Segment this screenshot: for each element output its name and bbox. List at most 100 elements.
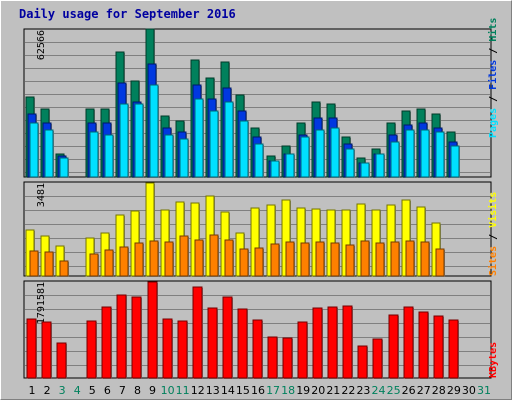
pages-bar [450,145,460,178]
x-tick-label: 8 [134,384,141,397]
pages-bar-fill [239,120,249,178]
pages-bar [285,153,295,178]
pages-bar-fill [300,136,310,178]
pages-bar [405,129,415,178]
sites-bar [149,240,159,277]
pages-bar [360,162,370,178]
sites-bar [375,242,385,277]
kbytes-bar-fill [177,320,188,379]
pages-bar [330,127,340,178]
pages-bar [390,141,400,178]
sites-bar [270,243,280,277]
kbytes-bar [192,286,203,379]
sites-bar [254,247,264,277]
kbytes-bar [418,311,429,379]
sites-bar-fill [89,253,99,277]
sites-bar [89,253,99,277]
x-tick-label: 30 [462,384,476,397]
kbytes-bar-fill [222,296,233,379]
kbytes-bar [26,318,37,379]
kbytes-bar-fill [418,311,429,379]
x-tick-label: 10 [161,384,175,397]
x-tick-label: 7 [119,384,126,397]
pages-bar-fill [285,153,295,178]
x-tick-label: 29 [447,384,461,397]
sites-bar-fill [254,247,264,277]
pages-bar-fill [119,103,129,178]
sites-bar [330,242,340,277]
kbytes-bar-fill [448,319,459,379]
x-tick-label: 4 [74,384,81,397]
pages-bar [134,103,144,178]
kbytes-bar [162,318,173,379]
kbytes-bar [433,315,444,379]
sites-bar [164,241,174,277]
pages-bar [300,136,310,178]
kbytes-bar [282,337,293,379]
x-tick-label: 18 [281,384,295,397]
pages-bar [119,103,129,178]
kbytes-bar-fill [267,336,278,379]
sites-bar-fill [209,234,219,277]
legend-separator: / [488,42,499,60]
kbytes-bar [237,308,248,379]
kbytes-bar-fill [192,286,203,379]
pages-bar [254,143,264,178]
kbytes-bar-fill [56,342,67,379]
pages-bar-fill [375,153,385,178]
pages-bar-fill [345,148,355,178]
sites-bar-fill [375,242,385,277]
pages-bar-fill [405,129,415,178]
sites-bar-fill [300,242,310,277]
x-tick-label: 24 [372,384,386,397]
kbytes-bar [448,319,459,379]
kbytes-bar [388,314,399,379]
pages-bar [179,138,189,178]
sites-bar-fill [134,242,144,277]
sites-bar-fill [194,239,204,277]
sites-bar-fill [149,240,159,277]
x-tick-label: 26 [402,384,416,397]
pages-bar-fill [104,134,114,178]
kbytes-bar-fill [162,318,173,379]
kbytes-bar-fill [282,337,293,379]
legend-separator: / [488,90,499,108]
pages-bar-fill [360,162,370,178]
legend-pages: Pages [488,108,499,138]
pages-bar [239,120,249,178]
sites-bar-fill [179,235,189,277]
x-tick-label: 9 [149,384,156,397]
sites-bar-fill [435,248,445,277]
sites-bar-fill [330,242,340,277]
kbytes-bar-fill [26,318,37,379]
kbytes-bar-fill [147,281,158,379]
kbytes-bar [41,321,52,379]
pages-bar-fill [390,141,400,178]
sites-bar [360,240,370,277]
kbytes-bar-fill [207,307,218,379]
sites-bar [194,239,204,277]
sites-bar [345,244,355,277]
pages-bar-fill [450,145,460,178]
kbytes-bar-fill [86,320,97,379]
legend-files: Files [487,60,499,90]
sites-bar-fill [270,243,280,277]
kbytes-bar [86,320,97,379]
kbytes-bar [327,306,338,379]
sites-bar [224,239,234,277]
pages-bar-fill [179,138,189,178]
sites-bar [420,241,430,277]
sites-bar-fill [104,249,114,277]
x-tick-label: 16 [251,384,265,397]
legend-visits-sites: Sites / Visits [487,192,499,276]
legend-kbytes: KBytes [488,342,499,378]
sites-bar-fill [420,241,430,277]
sites-bar [239,248,249,277]
kbytes-bar [312,307,323,379]
x-tick-label: 31 [477,384,491,397]
x-tick-label: 22 [341,384,355,397]
x-tick-label: 21 [326,384,340,397]
sites-bar-fill [345,244,355,277]
sites-bar [390,241,400,277]
